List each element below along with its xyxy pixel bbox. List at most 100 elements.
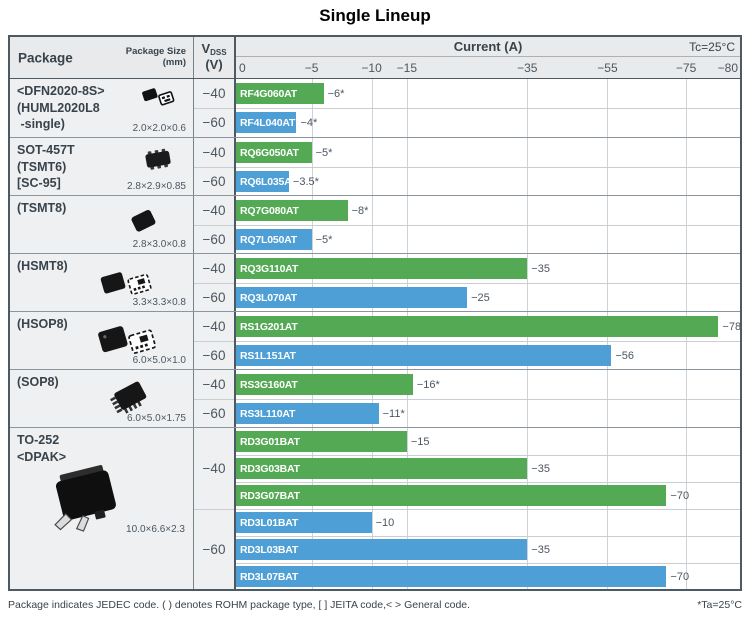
bar-row: RQ6L035AT −3.5* bbox=[236, 167, 740, 195]
package-name-line: (HUML2020L8 bbox=[17, 100, 100, 115]
vdss-value: −60 bbox=[202, 115, 226, 130]
gridline bbox=[311, 138, 313, 195]
gridline bbox=[686, 312, 688, 369]
part-number-label: RS3G160AT bbox=[240, 378, 298, 391]
bar-chart-cell: RD3G01BAT −15 RD3G03BAT −35 RD3G07BAT −70 RD3L… bbox=[236, 428, 740, 589]
part-number-label: RD3G07BAT bbox=[240, 489, 300, 502]
row-separator bbox=[194, 225, 234, 226]
page-title: Single Lineup bbox=[319, 6, 431, 25]
package-size: 3.3×3.3×0.8 bbox=[132, 297, 186, 308]
package-name: TO-252 <DPAK> bbox=[17, 432, 66, 465]
bar-row: RQ3L070AT −25 bbox=[236, 283, 740, 311]
gridline bbox=[527, 138, 529, 195]
gridline bbox=[607, 312, 609, 369]
vdss-value: −40 bbox=[202, 261, 226, 276]
vdss-cell: −60 bbox=[194, 399, 234, 427]
row-separator bbox=[194, 341, 234, 342]
package-cell: <DFN2020-8S> (HUML2020L8 -single) 2.0×2.0×… bbox=[10, 79, 194, 137]
gridline bbox=[607, 138, 609, 195]
vdss-cell: −40 bbox=[194, 196, 234, 225]
gridline bbox=[371, 196, 373, 253]
vdss-value: −40 bbox=[202, 377, 226, 392]
gridline bbox=[311, 312, 313, 369]
package-cell: TO-252 <DPAK> 10.0×6.6×2.3 bbox=[10, 428, 194, 589]
part-number-label: RQ7G080AT bbox=[240, 204, 299, 217]
gridline bbox=[371, 312, 373, 369]
current-value-label: −78 bbox=[722, 320, 740, 333]
vdss-cell: −40 bbox=[194, 138, 234, 167]
package-name-line: (TSMT8) bbox=[17, 201, 67, 215]
current-bar: RD3G03BAT bbox=[236, 458, 528, 479]
part-number-label: RQ6G050AT bbox=[240, 146, 299, 159]
package-name: (TSMT8) bbox=[17, 200, 66, 217]
part-number-label: RD3L07BAT bbox=[240, 570, 299, 583]
package-name: (HSMT8) bbox=[17, 258, 68, 275]
package-name-line: TO-252 bbox=[17, 433, 60, 447]
axis-tick: −15 bbox=[396, 60, 418, 75]
bar-chart-cell: RQ3G110AT −35 RQ3L070AT −25 bbox=[236, 254, 740, 311]
vdss-value: −40 bbox=[202, 203, 226, 218]
current-value-label: −35 bbox=[531, 462, 550, 475]
gridline bbox=[406, 312, 408, 369]
row-separator bbox=[236, 108, 740, 109]
axis-ticks: 0 −5 −10 −15 −35 −55 −75 −80 bbox=[236, 57, 740, 78]
current-bar: RS1L151AT bbox=[236, 345, 612, 366]
package-name: (HSOP8) bbox=[17, 316, 68, 333]
part-number-label: RS3L110AT bbox=[240, 407, 296, 420]
gridline bbox=[686, 428, 688, 589]
package-group: (TSMT8) 2.8×3.0×0.8 −40 −60 RQ7G080AT −8* RQ7L… bbox=[10, 195, 740, 253]
gridline bbox=[607, 370, 609, 427]
gridline bbox=[406, 254, 408, 311]
current-value-label: −25 bbox=[471, 291, 490, 304]
bar-row: RQ6G050AT −5* bbox=[236, 138, 740, 167]
vdss-cell: −40 bbox=[194, 428, 234, 509]
gridline bbox=[311, 254, 313, 311]
vdss-value: −60 bbox=[202, 290, 226, 305]
gridline bbox=[686, 254, 688, 311]
package-name-line: (HSMT8) bbox=[17, 259, 68, 273]
package-group: SOT-457T (TSMT6) [SC-95] 2.8×2.9×0.85 −40 −60… bbox=[10, 137, 740, 195]
vdss-value: −60 bbox=[202, 542, 226, 557]
current-bar: RQ6G050AT bbox=[236, 142, 312, 163]
current-bar: RF4G060AT bbox=[236, 83, 324, 104]
part-number-label: RQ3L070AT bbox=[240, 291, 297, 304]
package-cell: (TSMT8) 2.8×3.0×0.8 bbox=[10, 196, 194, 253]
current-value-label: −35 bbox=[531, 543, 550, 556]
current-bar: RS1G201AT bbox=[236, 316, 719, 337]
part-number-label: RD3G03BAT bbox=[240, 462, 300, 475]
bar-row: RS3G160AT −16* bbox=[236, 370, 740, 399]
hsmt8-package-icon bbox=[99, 266, 159, 302]
vdss-column: −40 −60 bbox=[194, 370, 236, 427]
bar-row: RD3G01BAT −15 bbox=[236, 428, 740, 455]
bar-row: RS1G201AT −78 bbox=[236, 312, 740, 341]
vdss-column-header: VDSS (V) bbox=[194, 37, 236, 78]
vdss-cell: −60 bbox=[194, 341, 234, 369]
package-group: (SOP8) 6.0×5.0×1.75 −40 −60 RS3G160AT −16* RS3… bbox=[10, 369, 740, 427]
part-number-label: RS1L151AT bbox=[240, 349, 296, 362]
vdss-column: −40 −60 bbox=[194, 138, 236, 195]
part-number-label: RD3L03BAT bbox=[240, 543, 299, 556]
gridline bbox=[527, 370, 529, 427]
gridline bbox=[406, 196, 408, 253]
table-header: Package Package Size (mm) VDSS (V) Curre… bbox=[10, 37, 740, 79]
bar-row: RQ7L050AT −5* bbox=[236, 225, 740, 253]
bar-row: RF4L040AT −4* bbox=[236, 108, 740, 137]
vdss-column: −40 −60 bbox=[194, 428, 236, 589]
footnote-left: Package indicates JEDEC code. ( ) denote… bbox=[8, 599, 471, 611]
current-value-label: −16* bbox=[416, 378, 440, 391]
vdss-value: −60 bbox=[202, 174, 226, 189]
sot457t-package-icon bbox=[139, 146, 177, 173]
package-size: 6.0×5.0×1.0 bbox=[132, 355, 186, 366]
row-separator bbox=[236, 509, 740, 510]
package-name: <DFN2020-8S> (HUML2020L8 -single) bbox=[17, 83, 105, 133]
package-name-line: (HSOP8) bbox=[17, 317, 68, 331]
current-bar: RD3L07BAT bbox=[236, 566, 667, 587]
gridline bbox=[527, 428, 529, 589]
vdss-value: −60 bbox=[202, 348, 226, 363]
current-value-label: −56 bbox=[615, 349, 635, 362]
axis-tick: −10 bbox=[361, 60, 382, 75]
gridline bbox=[686, 138, 688, 195]
current-value-label: −11* bbox=[382, 407, 405, 420]
current-value-label: −10 bbox=[375, 516, 395, 529]
row-separator bbox=[194, 399, 234, 400]
